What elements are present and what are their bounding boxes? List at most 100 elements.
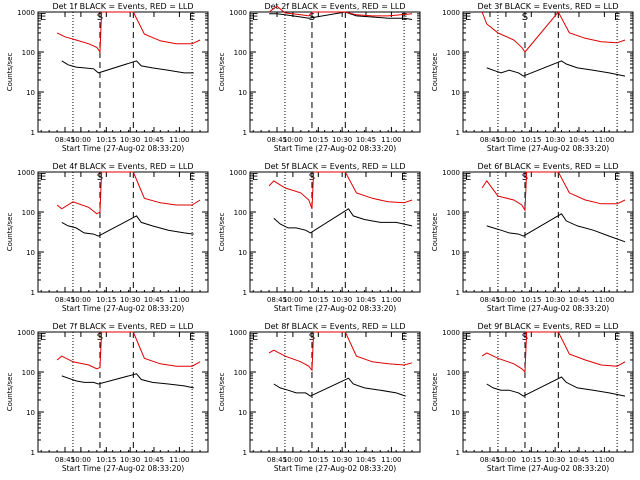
- x-tick-label: 10:30: [545, 296, 565, 304]
- y-tick-label: 1: [456, 449, 460, 457]
- detector-panel: Det 6f BLACK = Events, RED = LLD Counts/s…: [431, 162, 634, 313]
- y-tick-label: 100: [447, 49, 460, 57]
- y-tick-label: 10: [238, 409, 247, 417]
- x-tick-label: 08:45: [480, 136, 500, 144]
- x-tick-label: 11:00: [381, 136, 401, 144]
- lld-series-line: [56, 171, 201, 215]
- x-tick-label: 08:45: [480, 456, 500, 464]
- x-axis-label: Start Time (27-Aug-02 08:33:20): [274, 464, 396, 473]
- panel-title: Det 2f BLACK = Events, RED = LLD: [264, 2, 405, 11]
- marker-line-label: S: [522, 12, 528, 23]
- detector-panel: Det 7f BLACK = Events, RED = LLD Counts/s…: [6, 322, 209, 473]
- y-axis-label: Counts/sec: [218, 373, 226, 412]
- detector-panel: Det 8f BLACK = Events, RED = LLD Counts/s…: [218, 322, 421, 473]
- y-tick-label: 10: [26, 89, 35, 97]
- y-tick-label: 1000: [442, 169, 460, 177]
- start-marker-label: E: [465, 332, 471, 343]
- y-axis-label: Counts/sec: [218, 213, 226, 252]
- events-series-line: [273, 377, 406, 397]
- events-series-line: [61, 373, 194, 389]
- x-tick-label: 10:15: [96, 456, 116, 464]
- panel-title: Det 5f BLACK = Events, RED = LLD: [264, 162, 405, 171]
- x-axis-label: Start Time (27-Aug-02 08:33:20): [487, 464, 609, 473]
- start-marker-label: E: [465, 12, 471, 23]
- detector-panel: Det 5f BLACK = Events, RED = LLD Counts/s…: [218, 162, 421, 313]
- x-tick-label: 10:30: [332, 456, 352, 464]
- marker-line-label: S: [522, 332, 528, 343]
- lld-series-line: [56, 331, 201, 370]
- x-tick-label: 08:45: [480, 296, 500, 304]
- y-tick-label: 10: [238, 249, 247, 257]
- x-tick-label: 08:45: [267, 456, 287, 464]
- x-tick-label: 10:30: [332, 136, 352, 144]
- x-tick-label: 10:45: [569, 136, 589, 144]
- y-axis-label: Counts/sec: [431, 373, 439, 412]
- y-tick-label: 100: [234, 209, 247, 217]
- x-tick-label: 10:15: [521, 296, 541, 304]
- detector-panel: Det 9f BLACK = Events, RED = LLD Counts/s…: [431, 322, 634, 473]
- plot-frame: [249, 331, 421, 453]
- y-tick-label: 100: [234, 49, 247, 57]
- lld-series-line: [481, 171, 626, 212]
- x-tick-label: 10:45: [144, 136, 164, 144]
- lld-series-line: [268, 171, 413, 209]
- x-tick-label: 10:30: [120, 296, 140, 304]
- x-tick-label: 10:15: [521, 456, 541, 464]
- plot-frame: [37, 11, 209, 133]
- x-tick-label: 10:00: [496, 456, 516, 464]
- y-tick-label: 10: [451, 409, 460, 417]
- marker-line-label: E: [189, 172, 195, 183]
- y-tick-label: 1: [31, 289, 35, 297]
- x-tick-label: 10:15: [96, 296, 116, 304]
- x-axis-label: Start Time (27-Aug-02 08:33:20): [62, 144, 184, 153]
- x-tick-label: 10:30: [120, 136, 140, 144]
- x-tick-label: 10:00: [283, 456, 303, 464]
- marker-line-label: S: [309, 172, 315, 183]
- y-tick-label: 1: [456, 289, 460, 297]
- y-axis-label: Counts/sec: [431, 53, 439, 92]
- start-marker-label: E: [40, 332, 46, 343]
- x-tick-label: 08:45: [55, 296, 75, 304]
- x-tick-label: 08:45: [55, 136, 75, 144]
- x-tick-label: 10:45: [569, 456, 589, 464]
- plot-frame: [462, 171, 634, 293]
- y-axis-label: Counts/sec: [6, 213, 14, 252]
- x-tick-label: 10:00: [71, 456, 91, 464]
- marker-line-label: E: [401, 332, 407, 343]
- marker-line-label: E: [189, 12, 195, 23]
- y-tick-label: 1000: [229, 9, 247, 17]
- start-marker-label: E: [252, 332, 258, 343]
- y-tick-label: 1: [243, 129, 247, 137]
- x-tick-label: 10:00: [283, 296, 303, 304]
- y-tick-label: 100: [22, 369, 35, 377]
- x-tick-label: 10:15: [308, 456, 328, 464]
- x-tick-label: 10:00: [496, 136, 516, 144]
- y-tick-label: 1000: [229, 329, 247, 337]
- marker-line-label: S: [97, 12, 103, 23]
- start-marker-label: E: [252, 172, 258, 183]
- x-tick-label: 11:00: [169, 456, 189, 464]
- x-tick-label: 11:00: [169, 136, 189, 144]
- x-tick-label: 11:00: [381, 296, 401, 304]
- y-tick-label: 10: [26, 409, 35, 417]
- panel-title: Det 4f BLACK = Events, RED = LLD: [52, 162, 193, 171]
- y-tick-label: 100: [447, 369, 460, 377]
- plot-frame: [462, 331, 634, 453]
- y-tick-label: 1000: [17, 329, 35, 337]
- x-tick-label: 11:00: [594, 136, 614, 144]
- plot-frame: [37, 331, 209, 453]
- lld-series-line: [56, 11, 201, 54]
- plot-frame: [462, 11, 634, 133]
- x-tick-label: 10:00: [283, 136, 303, 144]
- marker-line-label: E: [614, 172, 620, 183]
- x-tick-label: 10:15: [521, 136, 541, 144]
- x-axis-label: Start Time (27-Aug-02 08:33:20): [62, 464, 184, 473]
- events-series-line: [486, 213, 626, 243]
- marker-line-label: S: [97, 332, 103, 343]
- detector-panel: Det 3f BLACK = Events, RED = LLD Counts/s…: [431, 2, 634, 153]
- y-tick-label: 1: [243, 449, 247, 457]
- marker-line-label: E: [614, 12, 620, 23]
- x-axis-label: Start Time (27-Aug-02 08:33:20): [274, 144, 396, 153]
- y-tick-label: 10: [451, 89, 460, 97]
